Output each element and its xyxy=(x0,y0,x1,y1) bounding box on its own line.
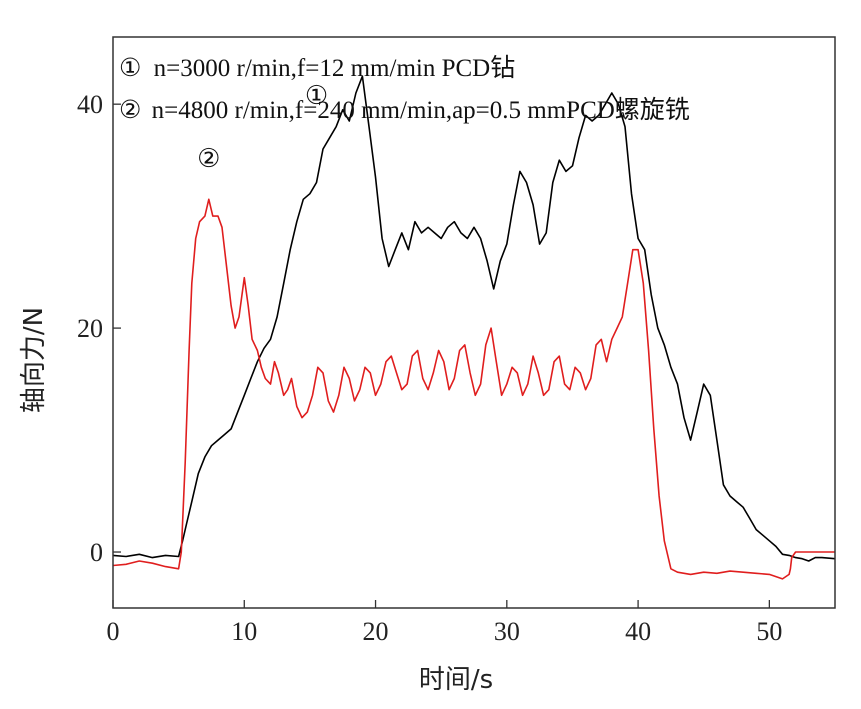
y-tick-label-0: 0 xyxy=(90,538,103,567)
series-line-1 xyxy=(112,75,836,562)
x-tick-label-3: 30 xyxy=(494,617,520,646)
x-tick-label-1: 10 xyxy=(231,617,257,646)
legend-marker-1: ① xyxy=(119,55,141,82)
legend-item-1: ① n=3000 r/min,f=12 mm/min PCD钻 xyxy=(119,54,515,82)
legend-text-2: n=4800 r/min,f=240 mm/min,ap=0.5 mmPCD螺旋… xyxy=(152,96,690,124)
legend-text-1: n=3000 r/min,f=12 mm/min PCD钻 xyxy=(154,54,516,82)
x-axis-title: 时间/s xyxy=(419,665,493,695)
legend-marker-2: ② xyxy=(119,97,141,124)
y-axis-title: 轴向力/N xyxy=(19,307,49,413)
legend-item-2: ② n=4800 r/min,f=240 mm/min,ap=0.5 mmPCD… xyxy=(119,96,690,124)
series-line-2 xyxy=(112,198,835,580)
axis-ticks: 0 10 20 30 40 50 0 20 40 xyxy=(77,90,782,646)
legend: ① n=3000 r/min,f=12 mm/min PCD钻 ② n=4800… xyxy=(119,54,690,124)
plot-frame xyxy=(112,36,836,609)
x-tick-label-0: 0 xyxy=(107,617,120,646)
series-2-annotation: ② xyxy=(197,144,220,174)
series-layer xyxy=(112,75,836,580)
y-tick-label-2: 40 xyxy=(77,90,103,119)
x-tick-label-4: 40 xyxy=(625,617,651,646)
y-tick-label-1: 20 xyxy=(77,314,103,343)
series-1-annotation: ① xyxy=(305,81,328,111)
x-tick-label-2: 20 xyxy=(363,617,389,646)
x-tick-label-5: 50 xyxy=(756,617,782,646)
